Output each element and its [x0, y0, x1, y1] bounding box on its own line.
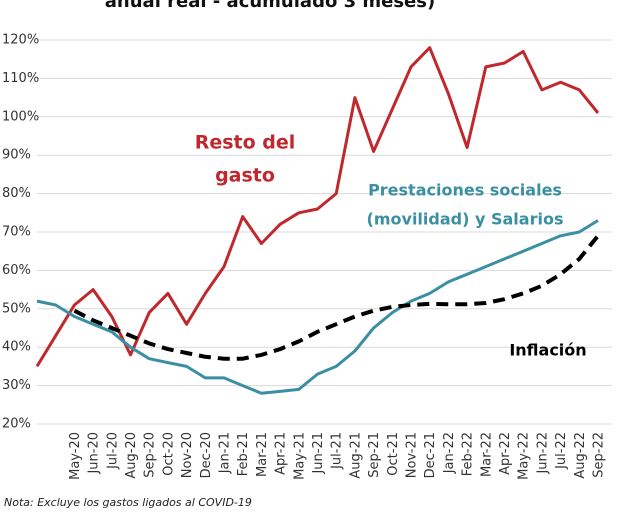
x-tick-label: Jul-20 — [105, 432, 120, 470]
x-tick-label: Apr-21 — [274, 432, 289, 475]
x-tick-label: Dec-20 — [199, 432, 214, 478]
x-tick-label: Nov-20 — [180, 432, 195, 478]
x-tick-label: Jul-22 — [554, 432, 569, 470]
series-label: gasto — [215, 165, 275, 187]
x-tick-label: Oct-21 — [386, 432, 401, 476]
x-tick-label: Jul-21 — [330, 432, 345, 470]
x-tick-label: May-22 — [517, 432, 532, 480]
x-tick-label: Mar-22 — [479, 432, 494, 477]
y-tick-label: 110% — [2, 71, 39, 86]
x-tick-label: Sep-22 — [592, 432, 607, 478]
y-tick-label: 30% — [2, 378, 31, 393]
y-tick-label: 70% — [2, 225, 31, 240]
note: Nota: Excluye los gastos ligados al COVI… — [4, 496, 252, 509]
chart-title: anual real - acumulado 3 meses) — [105, 0, 435, 12]
series-label: (movilidad) y Salarios — [367, 210, 564, 229]
series-label: Prestaciones sociales — [368, 181, 562, 200]
y-tick-label: 20% — [2, 417, 31, 432]
x-tick-label: Apr-22 — [498, 432, 513, 475]
y-tick-label: 80% — [2, 186, 31, 201]
y-tick-label: 40% — [2, 340, 31, 355]
y-tick-label: 60% — [2, 263, 31, 278]
series-line — [35, 46, 600, 368]
x-tick-label: Nov-21 — [405, 432, 420, 478]
x-tick-label: Jun-20 — [87, 432, 102, 475]
series-label: Resto del — [195, 132, 296, 154]
x-tick-label: Jan-21 — [218, 432, 233, 474]
x-tick-label: Sep-21 — [367, 432, 382, 478]
x-tick-label: Feb-22 — [461, 432, 476, 476]
y-tick-label: 50% — [2, 301, 31, 316]
x-tick-label: Aug-22 — [573, 432, 588, 479]
x-tick-label: Feb-21 — [236, 432, 251, 476]
y-tick-label: 90% — [2, 148, 31, 163]
x-tick-label: May-21 — [292, 432, 307, 480]
series-label: Inflación — [509, 341, 586, 360]
x-tick-label: Mar-21 — [255, 432, 270, 477]
x-tick-label: Aug-21 — [348, 432, 363, 479]
series-line — [36, 219, 599, 395]
x-tick-label: Aug-20 — [124, 432, 139, 479]
x-tick-label: Sep-20 — [143, 432, 158, 478]
y-tick-label: 120% — [2, 33, 39, 48]
x-tick-label: Jun-21 — [311, 432, 326, 475]
series-line — [73, 234, 600, 361]
x-tick-label: May-20 — [68, 432, 83, 480]
x-tick-label: Jan-22 — [442, 432, 457, 474]
x-tick-label: Jun-22 — [535, 432, 550, 475]
x-tick-label: Oct-20 — [161, 432, 176, 476]
x-tick-label: Dec-21 — [423, 432, 438, 478]
y-tick-label: 100% — [2, 109, 39, 124]
